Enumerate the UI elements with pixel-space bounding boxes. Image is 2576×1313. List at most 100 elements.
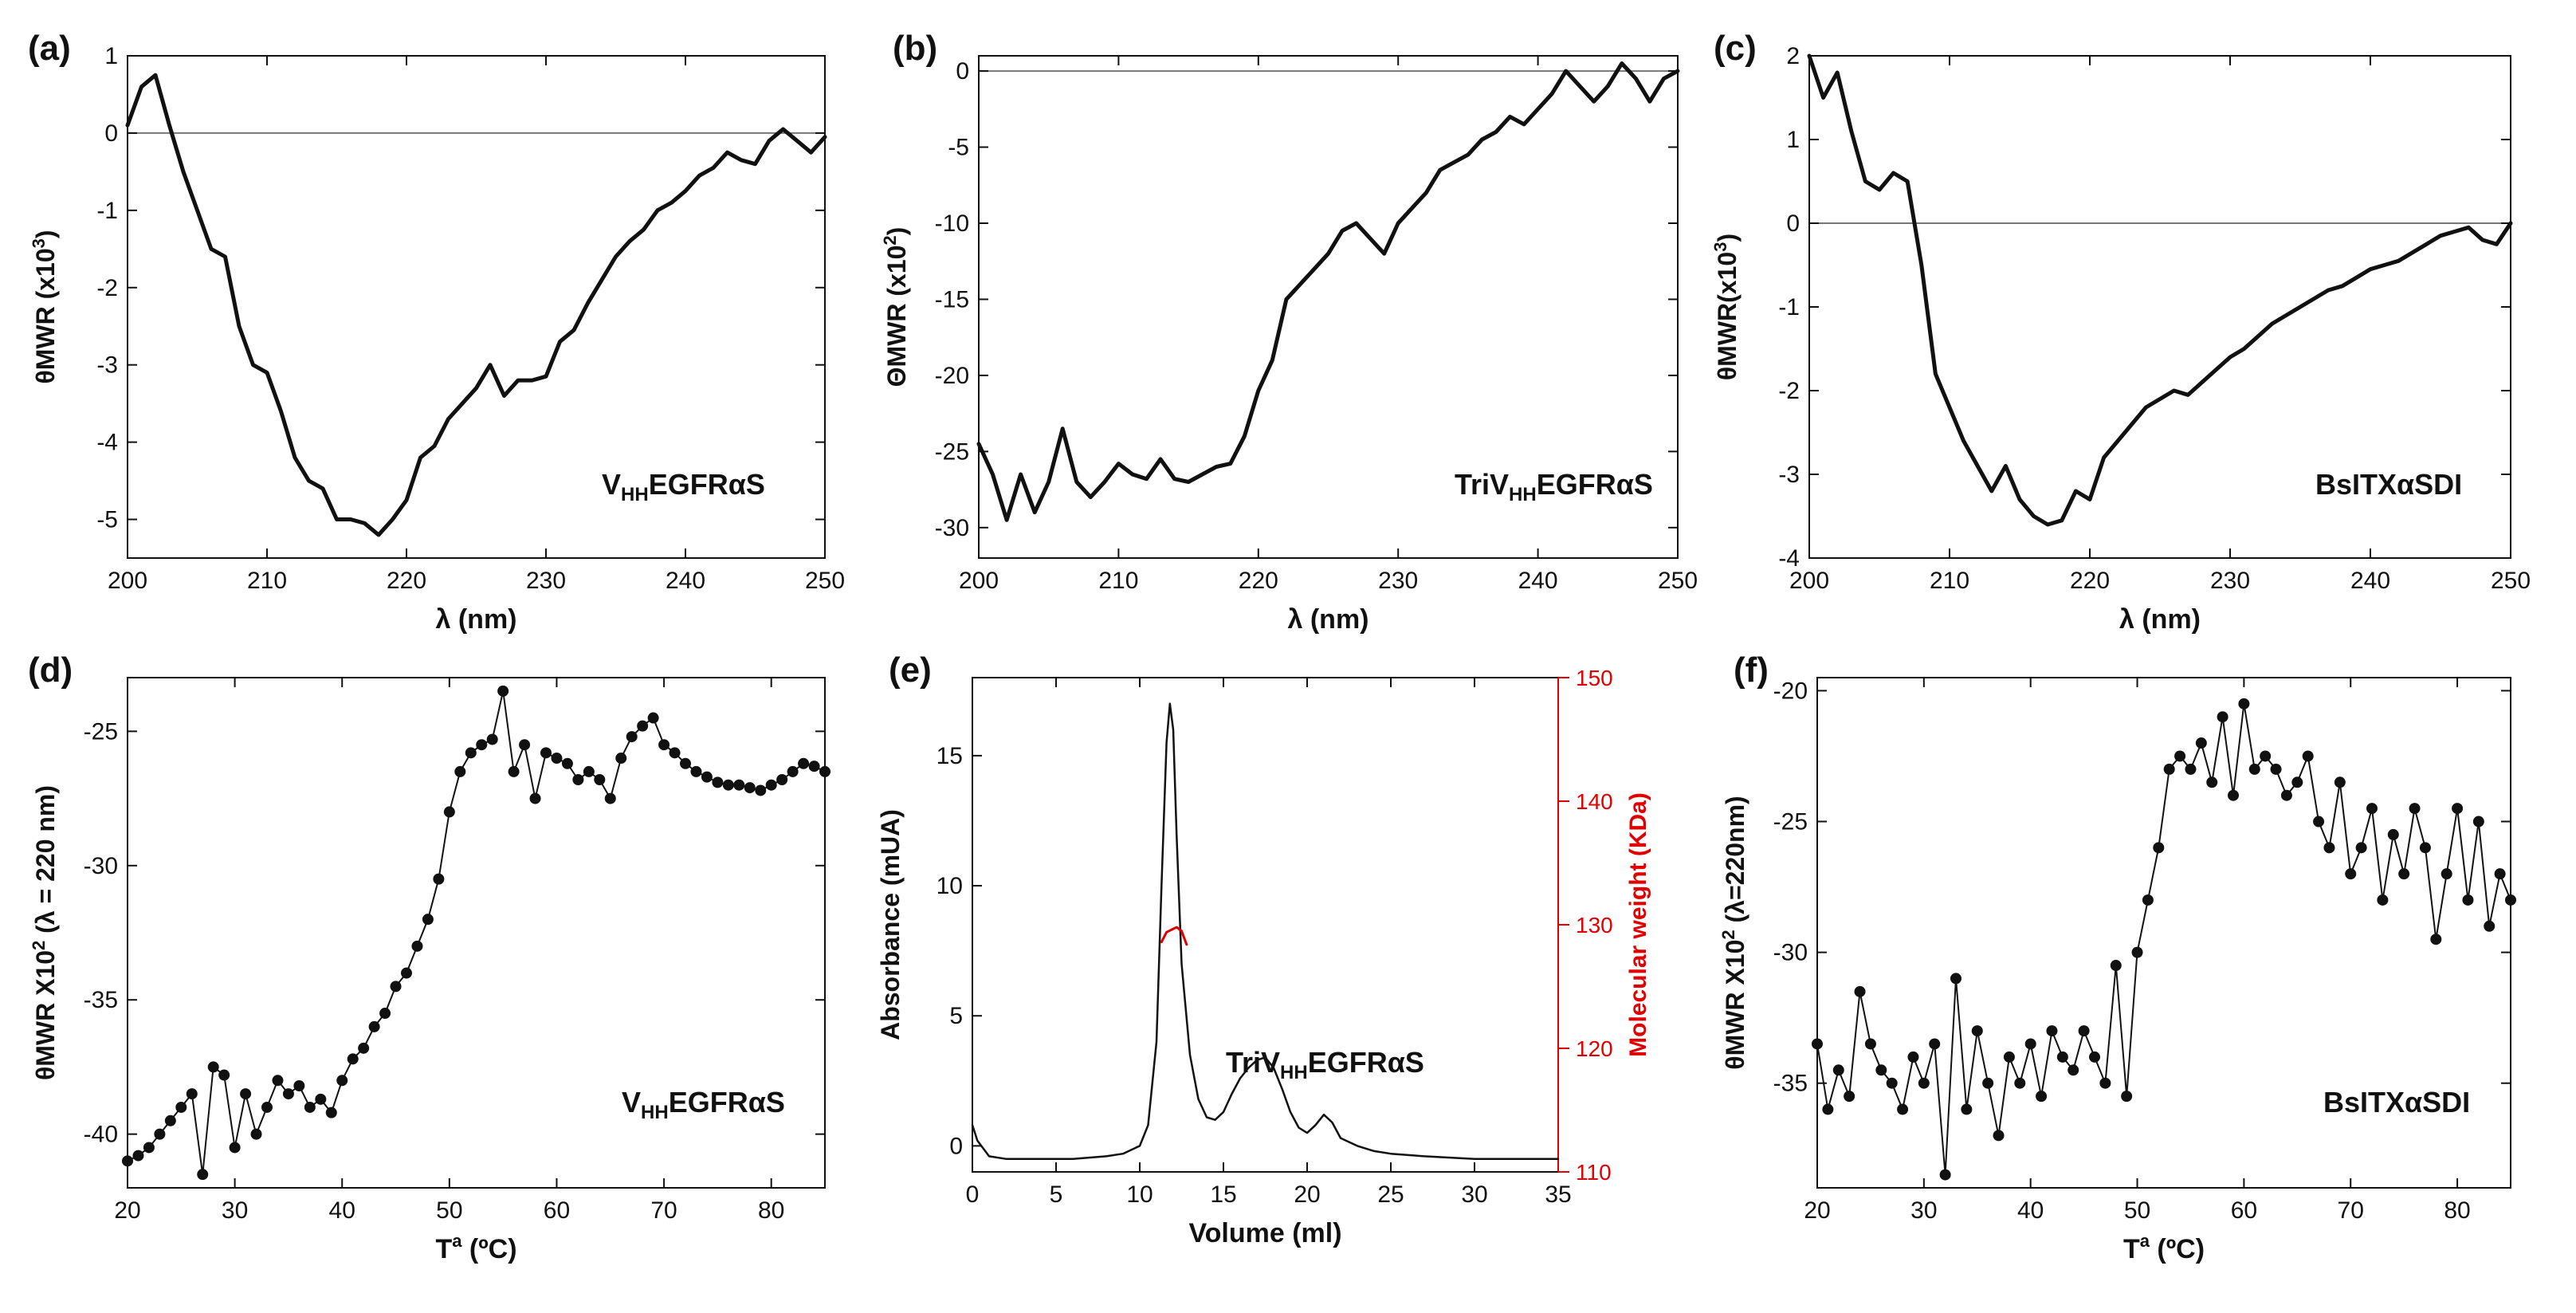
series-annotation: BsITXαSDI xyxy=(2315,468,2462,501)
x-tick-label: 30 xyxy=(1461,1181,1487,1208)
x-tick-label: 80 xyxy=(758,1197,784,1224)
data-point xyxy=(808,761,820,772)
y2-axis-label: Molecular weight (KDa) xyxy=(1625,792,1651,1057)
data-point xyxy=(2217,711,2228,723)
y-tick-label: -30 xyxy=(84,853,118,879)
y-axis-label: ΘMWR (x102) xyxy=(880,227,911,387)
y-tick-label: -15 xyxy=(935,286,969,313)
data-point xyxy=(2302,750,2314,762)
data-point xyxy=(122,1155,133,1167)
data-point xyxy=(197,1169,209,1181)
data-point xyxy=(315,1093,327,1105)
y-axis-label-sup: 3 xyxy=(29,238,49,248)
y-tick-label: -35 xyxy=(84,987,118,1013)
data-point xyxy=(186,1088,198,1100)
data-point xyxy=(2003,1051,2015,1063)
panel-d: 20 30 40 50 60 70 80 -40 -35 -30 -25 (d) Ta (ºC) θMWR… xyxy=(28,651,831,1264)
data-point xyxy=(701,771,713,783)
data-point xyxy=(390,981,402,993)
y-tick-label: 2 xyxy=(1786,43,1800,69)
plot-frame xyxy=(972,677,1559,1173)
data-point xyxy=(1897,1103,1909,1115)
data-point xyxy=(712,776,724,788)
data-point xyxy=(1875,1064,1887,1076)
x-tick-label: 30 xyxy=(222,1197,248,1224)
x-axis-label: λ (nm) xyxy=(436,604,517,635)
series-line xyxy=(1160,926,1188,946)
y-tick-label: -1 xyxy=(96,198,118,224)
data-point xyxy=(2472,816,2484,828)
y-tick-label: 15 xyxy=(937,743,963,769)
y-tick-label: 0 xyxy=(949,1133,963,1159)
data-point xyxy=(819,765,831,777)
x-tick-label: 250 xyxy=(1658,568,1698,594)
data-point xyxy=(2291,776,2303,788)
panel-label: (b) xyxy=(893,29,937,68)
x-axis-label: Ta (ºC) xyxy=(435,1231,516,1264)
data-point xyxy=(2441,868,2452,880)
x-tick-label: 210 xyxy=(247,568,287,594)
annotation-subscript: HH xyxy=(621,484,649,505)
data-point xyxy=(336,1075,348,1087)
data-point xyxy=(1886,1077,1898,1089)
x-tick-label: 35 xyxy=(1545,1181,1571,1208)
data-point xyxy=(2260,750,2272,762)
data-point xyxy=(2430,934,2442,945)
data-point xyxy=(175,1101,187,1113)
data-point xyxy=(2387,828,2399,840)
data-point xyxy=(583,765,595,777)
x-tick-label: 60 xyxy=(544,1197,570,1224)
data-point xyxy=(2334,776,2346,788)
series-line xyxy=(1807,53,2513,527)
data-point xyxy=(2377,894,2389,906)
data-point xyxy=(2174,750,2186,762)
data-point xyxy=(2238,698,2250,710)
y2-tick-label: 130 xyxy=(1576,913,1613,938)
data-point xyxy=(2142,894,2154,906)
data-point xyxy=(2280,789,2292,801)
data-point xyxy=(1918,1077,1930,1089)
y-tick-label: -25 xyxy=(935,438,969,465)
data-point xyxy=(1929,1038,1941,1050)
x-tick-label: 70 xyxy=(650,1197,677,1224)
data-point xyxy=(2056,1051,2068,1063)
data-point xyxy=(508,765,520,777)
data-point xyxy=(2067,1064,2079,1076)
y-tick-label: -5 xyxy=(948,135,969,161)
y-axis-label-end: (λ=220nm) xyxy=(1721,796,1749,930)
data-point xyxy=(658,739,670,751)
data-point xyxy=(2078,1025,2090,1037)
series-line xyxy=(971,702,1560,1160)
x-axis-label: Volume (ml) xyxy=(1188,1218,1341,1248)
y-tick-label: 1 xyxy=(104,43,118,69)
x-tick-label: 5 xyxy=(1050,1181,1063,1208)
series-annotation: TriVHHEGFRαS xyxy=(1455,468,1653,505)
panel-label: (c) xyxy=(1714,29,1757,68)
data-point xyxy=(1939,1169,1951,1181)
data-point xyxy=(1844,1091,1855,1103)
y-tick-label: -20 xyxy=(935,363,969,389)
y-tick-label: -2 xyxy=(1778,378,1800,404)
panel-a: 200 210 220 230 240 250 -5 -4 -3 -2 -1 0 1 (a) λ (nm) θ… xyxy=(28,29,845,635)
y-axis-label-end: ) xyxy=(1713,234,1742,242)
data-point xyxy=(2248,763,2260,775)
data-point xyxy=(594,774,606,785)
panel-e: 0 5 10 15 20 25 30 35 0 5 10 15 110 120 130 140 150 Molec… xyxy=(876,651,1651,1248)
data-point xyxy=(2014,1077,2026,1089)
series-line xyxy=(976,61,1680,522)
y-tick-label: 0 xyxy=(1786,210,1800,237)
data-point xyxy=(2153,842,2165,854)
data-point xyxy=(765,779,777,791)
data-point xyxy=(2345,868,2357,880)
data-point xyxy=(519,739,531,751)
data-point xyxy=(551,753,563,765)
data-point xyxy=(776,774,788,785)
panel-label: (e) xyxy=(889,651,932,690)
x-axis-label-end: (ºC) xyxy=(2150,1234,2205,1264)
x-tick-label: 230 xyxy=(526,568,566,594)
data-point xyxy=(2409,803,2421,815)
data-point xyxy=(615,753,627,765)
x-tick-label: 60 xyxy=(2231,1197,2257,1224)
data-point xyxy=(540,747,552,759)
